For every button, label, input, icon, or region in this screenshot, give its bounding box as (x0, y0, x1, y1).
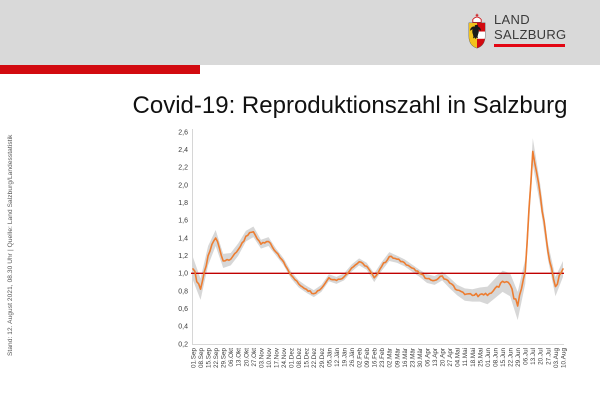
x-tick-label: 10.Nov (266, 347, 273, 368)
x-tick-label: 16.Mär (402, 348, 409, 368)
x-tick-label: 20.Apr (440, 348, 447, 367)
x-tick-label: 15.Dez (304, 348, 311, 368)
x-tick-label: 18.Mai (470, 348, 477, 367)
y-tick-label: 2,6 (178, 129, 188, 136)
x-tick-label: 29.Dez (319, 348, 326, 368)
x-tick-label: 10.Aug (560, 348, 567, 368)
y-tick-label: 1,0 (178, 271, 188, 278)
x-tick-label: 08.Jun (492, 348, 499, 367)
x-tick-label: 20.Jul (538, 348, 545, 365)
x-tick-label: 22.Sep (213, 348, 220, 368)
accent-bar (0, 65, 200, 74)
x-tick-label: 02.Mär (387, 348, 394, 368)
logo-line-2: SALZBURG (494, 26, 567, 42)
x-tick-label: 08.Sep (198, 348, 205, 368)
y-tick-label: 0,6 (178, 306, 188, 313)
salzburg-crest-icon (468, 13, 486, 49)
x-tick-label: 23.Feb (379, 348, 386, 368)
x-tick-label: 26.Jän (349, 348, 356, 367)
chart-area: 0,2 0,4 0,6 0,8 1,0 1,2 1,4 1,6 1,8 2,0 2,2 2,4 2,6 0… (0, 125, 600, 400)
x-tick-label: 04.Mai (455, 348, 462, 367)
x-tick-label: 06.Apr (424, 348, 431, 367)
x-tick-label: 05.Jän (326, 348, 333, 367)
x-tick-label: 22.Dez (311, 348, 318, 368)
x-tick-label: 19.Jän (341, 348, 348, 367)
y-tick-label: 2,0 (178, 182, 188, 189)
logo-text: LAND SALZBURG (494, 12, 567, 47)
x-tick-label: 03.Nov (258, 347, 265, 368)
x-tick-label: 15.Sep (206, 348, 213, 368)
x-tick-label: 01.Sep (190, 348, 197, 368)
x-tick-label: 25.Mai (477, 348, 484, 367)
x-tick-label: 17.Nov (273, 347, 280, 368)
y-tick-label: 0,4 (178, 324, 188, 331)
x-tick-label: 08.Dez (296, 348, 303, 368)
x-tick-label: 03.Aug (553, 348, 560, 368)
x-tick-label: 06.Okt (228, 348, 235, 367)
crest-gold-field (469, 23, 477, 48)
x-tick-label: 09.Feb (364, 348, 371, 368)
x-tick-label: 27.Apr (447, 348, 454, 367)
x-tick-label: 01.Dez (289, 348, 296, 368)
y-tick-label: 1,2 (178, 253, 188, 260)
x-tick-label: 13.Okt (236, 348, 243, 367)
x-tick-label: 13.Jul (530, 348, 537, 365)
x-tick-label: 11.Mai (462, 348, 469, 366)
page-title: Covid-19: Reproduktionszahl in Salzburg (132, 92, 568, 119)
y-tick-label: 1,8 (178, 200, 188, 207)
x-tick-label: 27.Okt (251, 348, 258, 367)
chart-axes (192, 129, 564, 345)
y-tick-label: 0,2 (178, 341, 188, 348)
x-tick-label: 20.Okt (243, 348, 250, 367)
x-tick-label: 30.Mär (417, 348, 424, 368)
x-tick-label: 24.Nov (281, 347, 288, 368)
land-salzburg-logo: LAND SALZBURG (466, 12, 567, 49)
r-value-line (192, 150, 564, 307)
header-band (0, 0, 600, 65)
logo-line-1: LAND (494, 12, 530, 27)
y-tick-label: 2,2 (178, 165, 188, 172)
x-tick-label: 29.Sep (221, 348, 228, 368)
x-tick-label: 02.Feb (357, 348, 364, 368)
x-tick-label: 01.Jun (485, 348, 492, 367)
y-tick-label: 1,6 (178, 218, 188, 225)
x-tick-label: 22.Jun (508, 348, 515, 367)
x-tick-label: 27.Jul (545, 348, 552, 365)
x-tick-label: 13.Apr (432, 348, 439, 367)
x-tick-label: 16.Feb (372, 348, 379, 368)
logo-underline (494, 44, 565, 47)
y-tick-label: 2,4 (178, 147, 188, 154)
x-tick-label: 09.Mär (394, 348, 401, 368)
y-tick-label: 1,4 (178, 235, 188, 242)
confidence-band (193, 138, 563, 321)
x-tick-label: 12.Jän (334, 348, 341, 367)
y-tick-label: 0,8 (178, 288, 188, 295)
x-tick-label: 29.Jun (515, 348, 522, 367)
x-tick-label: 06.Jul (523, 348, 530, 365)
reproduction-number-chart: 0,2 0,4 0,6 0,8 1,0 1,2 1,4 1,6 1,8 2,0 2,2 2,4 2,6 0… (178, 129, 567, 368)
x-tick-label: 23.Mär (409, 348, 416, 368)
x-tick-label: 15.Jun (500, 348, 507, 367)
eagle-icon (469, 24, 482, 40)
